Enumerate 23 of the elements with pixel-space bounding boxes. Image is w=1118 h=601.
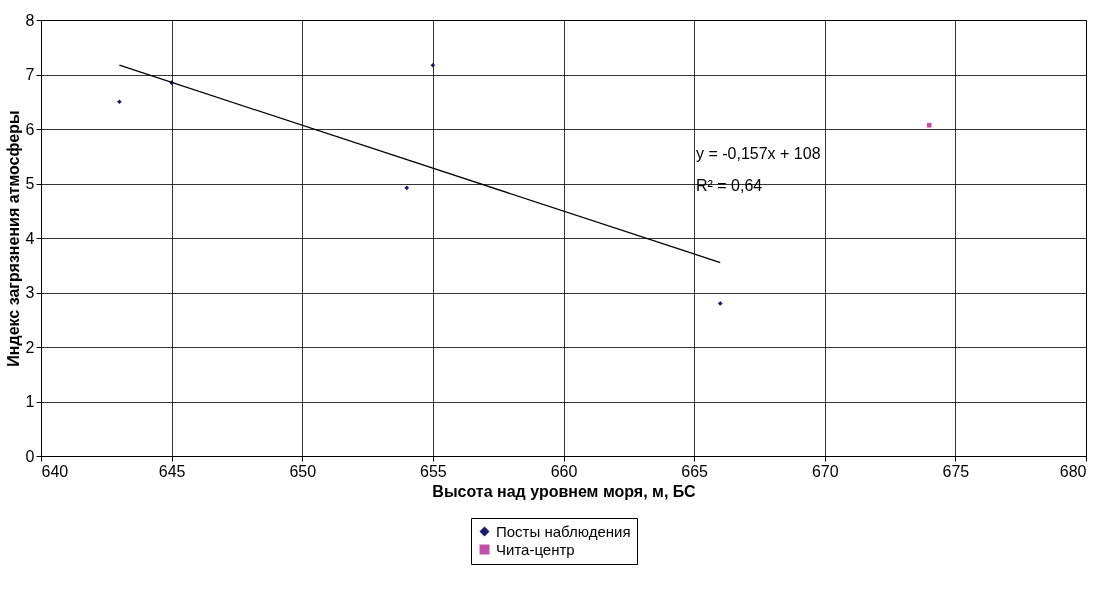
y-tick-label: 2 — [25, 338, 35, 356]
x-tick-label: 645 — [158, 462, 186, 480]
x-tick-label: 660 — [550, 462, 578, 480]
x-tick-label: 665 — [681, 462, 709, 480]
x-tick-label: 640 — [41, 462, 69, 480]
legend-label: Чита-центр — [496, 540, 575, 558]
legend-label: Посты наблюдения — [496, 522, 631, 540]
y-tick-label: 6 — [25, 120, 35, 138]
y-axis-title: Индекс загрязнения атмосферы — [4, 110, 22, 367]
x-tick-label: 650 — [289, 462, 317, 480]
y-tick-label: 0 — [25, 447, 35, 465]
x-tick-label: 655 — [420, 462, 447, 480]
x-axis-title: Высота над уровнем моря, м, БС — [432, 482, 697, 500]
annotation: y = -0,157x + 108 — [696, 145, 821, 162]
x-tick-label: 675 — [942, 462, 970, 480]
y-tick-label: 7 — [25, 66, 35, 83]
x-tick-label: 670 — [811, 462, 839, 480]
y-tick-label: 8 — [25, 11, 35, 29]
y-tick-label: 5 — [25, 175, 35, 192]
y-tick-label: 4 — [25, 229, 35, 247]
y-tick-label: 1 — [25, 393, 35, 410]
y-tick-label: 3 — [25, 284, 35, 301]
x-tick-label: 680 — [1059, 462, 1087, 480]
